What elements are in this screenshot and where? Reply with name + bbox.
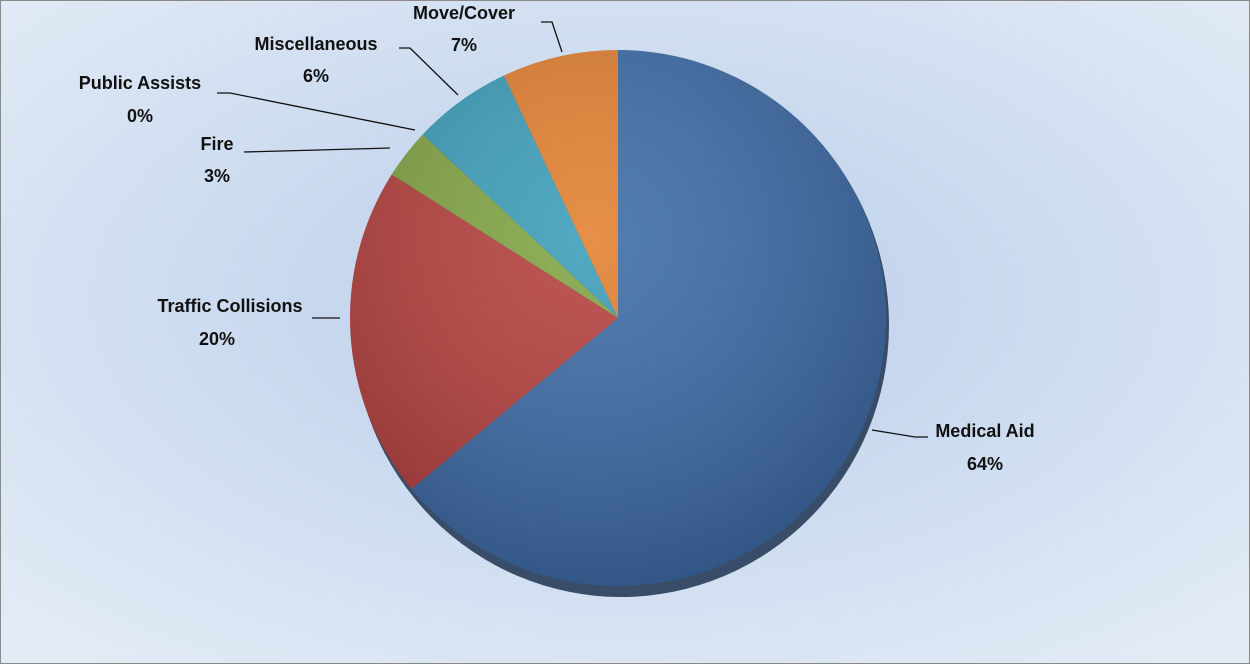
slice-value-label: 0% [127, 106, 153, 126]
slice-value-label: 3% [204, 166, 230, 186]
slice-label: Public Assists [79, 73, 201, 93]
leader-line [243, 147, 391, 153]
slice-label: Miscellaneous [254, 34, 377, 54]
slice-value-label: 7% [451, 35, 477, 55]
leader-line [217, 92, 416, 131]
slice-label: Medical Aid [935, 421, 1034, 441]
slice-label: Traffic Collisions [157, 296, 302, 316]
pie-shading [350, 50, 886, 586]
slice-value-label: 6% [303, 66, 329, 86]
leader-line [399, 47, 459, 96]
slice-label: Fire [200, 134, 233, 154]
slice-value-label: 64% [967, 454, 1003, 474]
leader-line [541, 21, 563, 53]
leader-line [871, 429, 928, 438]
slice-value-label: 20% [199, 329, 235, 349]
slice-label: Move/Cover [413, 3, 515, 23]
